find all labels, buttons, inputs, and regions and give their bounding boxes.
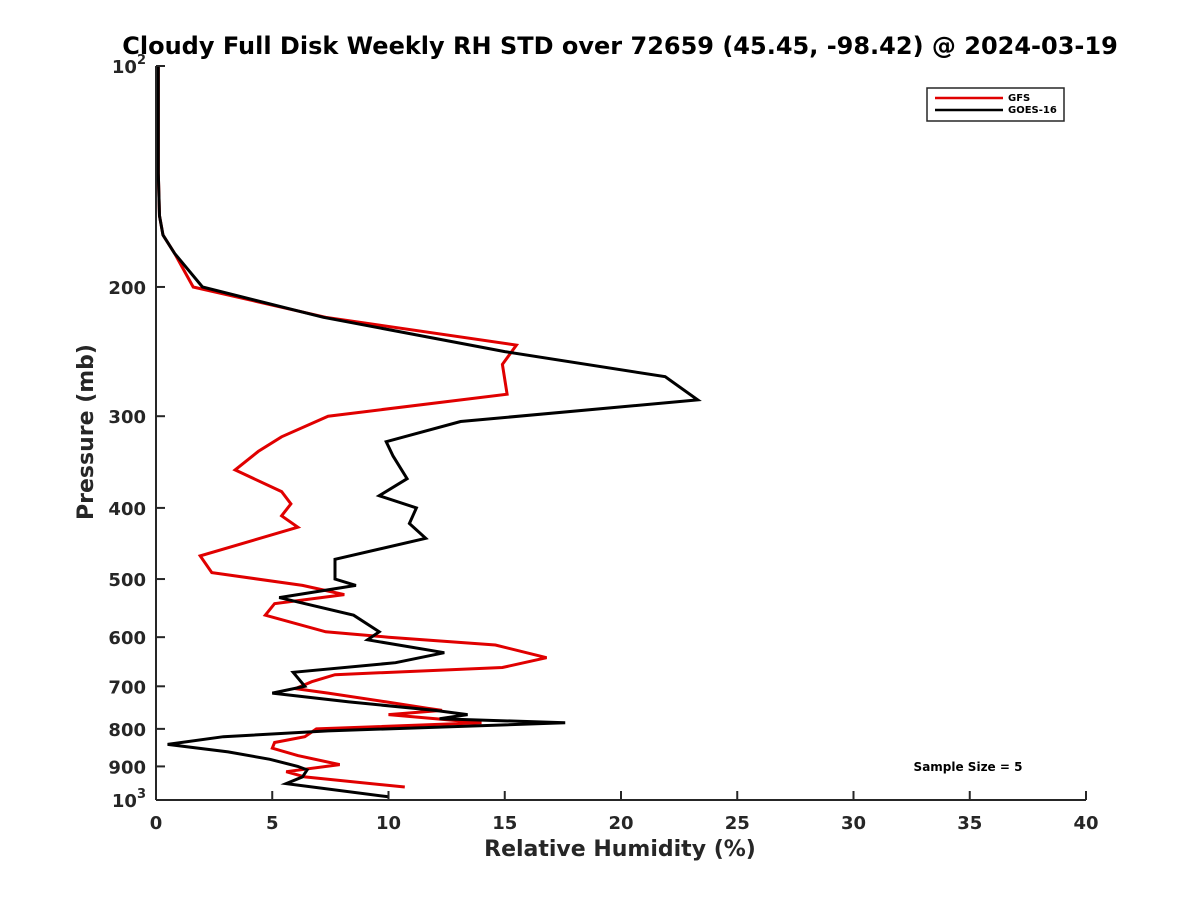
y-tick-label: 600 (108, 628, 146, 649)
y-tick-label: 400 (108, 499, 146, 520)
y-axis-label: Pressure (mb) (74, 344, 99, 520)
legend-box (926, 87, 1065, 122)
x-tick-label: 35 (957, 813, 982, 834)
x-axis-label: Relative Humidity (%) (484, 837, 756, 862)
y-tick-label: 900 (108, 757, 146, 778)
series-layer (156, 66, 702, 799)
x-tick-label: 25 (725, 813, 750, 834)
legend-label-goes16: GOES-16 (1008, 105, 1057, 116)
x-tick-label: 5 (266, 813, 279, 834)
x-tick-label: 30 (841, 813, 866, 834)
x-tick-label: 40 (1073, 813, 1098, 834)
x-tick-label: 20 (608, 813, 633, 834)
y-tick-label: 800 (108, 720, 146, 741)
y-tick-label: 103 (112, 787, 146, 812)
x-tick-label: 0 (150, 813, 163, 834)
y-tick-label: 700 (108, 677, 146, 698)
legend-label-gfs: GFS (1008, 93, 1030, 104)
axes-layer: 0 5 10 15 20 25 30 35 40 102 200 300 400 500 600 700 800… (108, 53, 1098, 834)
y-tick-label: 200 (108, 278, 146, 299)
y-tick-label: 500 (108, 570, 146, 591)
sample-size-annotation: Sample Size = 5 (914, 760, 1023, 774)
x-tick-label: 15 (492, 813, 517, 834)
legend: GFS GOES-16 (926, 87, 1065, 122)
chart-title: Cloudy Full Disk Weekly RH STD over 7265… (122, 32, 1118, 60)
series-line-goes16 (156, 66, 702, 799)
x-tick-label: 10 (376, 813, 401, 834)
y-tick-label: 102 (112, 53, 146, 78)
y-tick-label: 300 (108, 407, 146, 428)
